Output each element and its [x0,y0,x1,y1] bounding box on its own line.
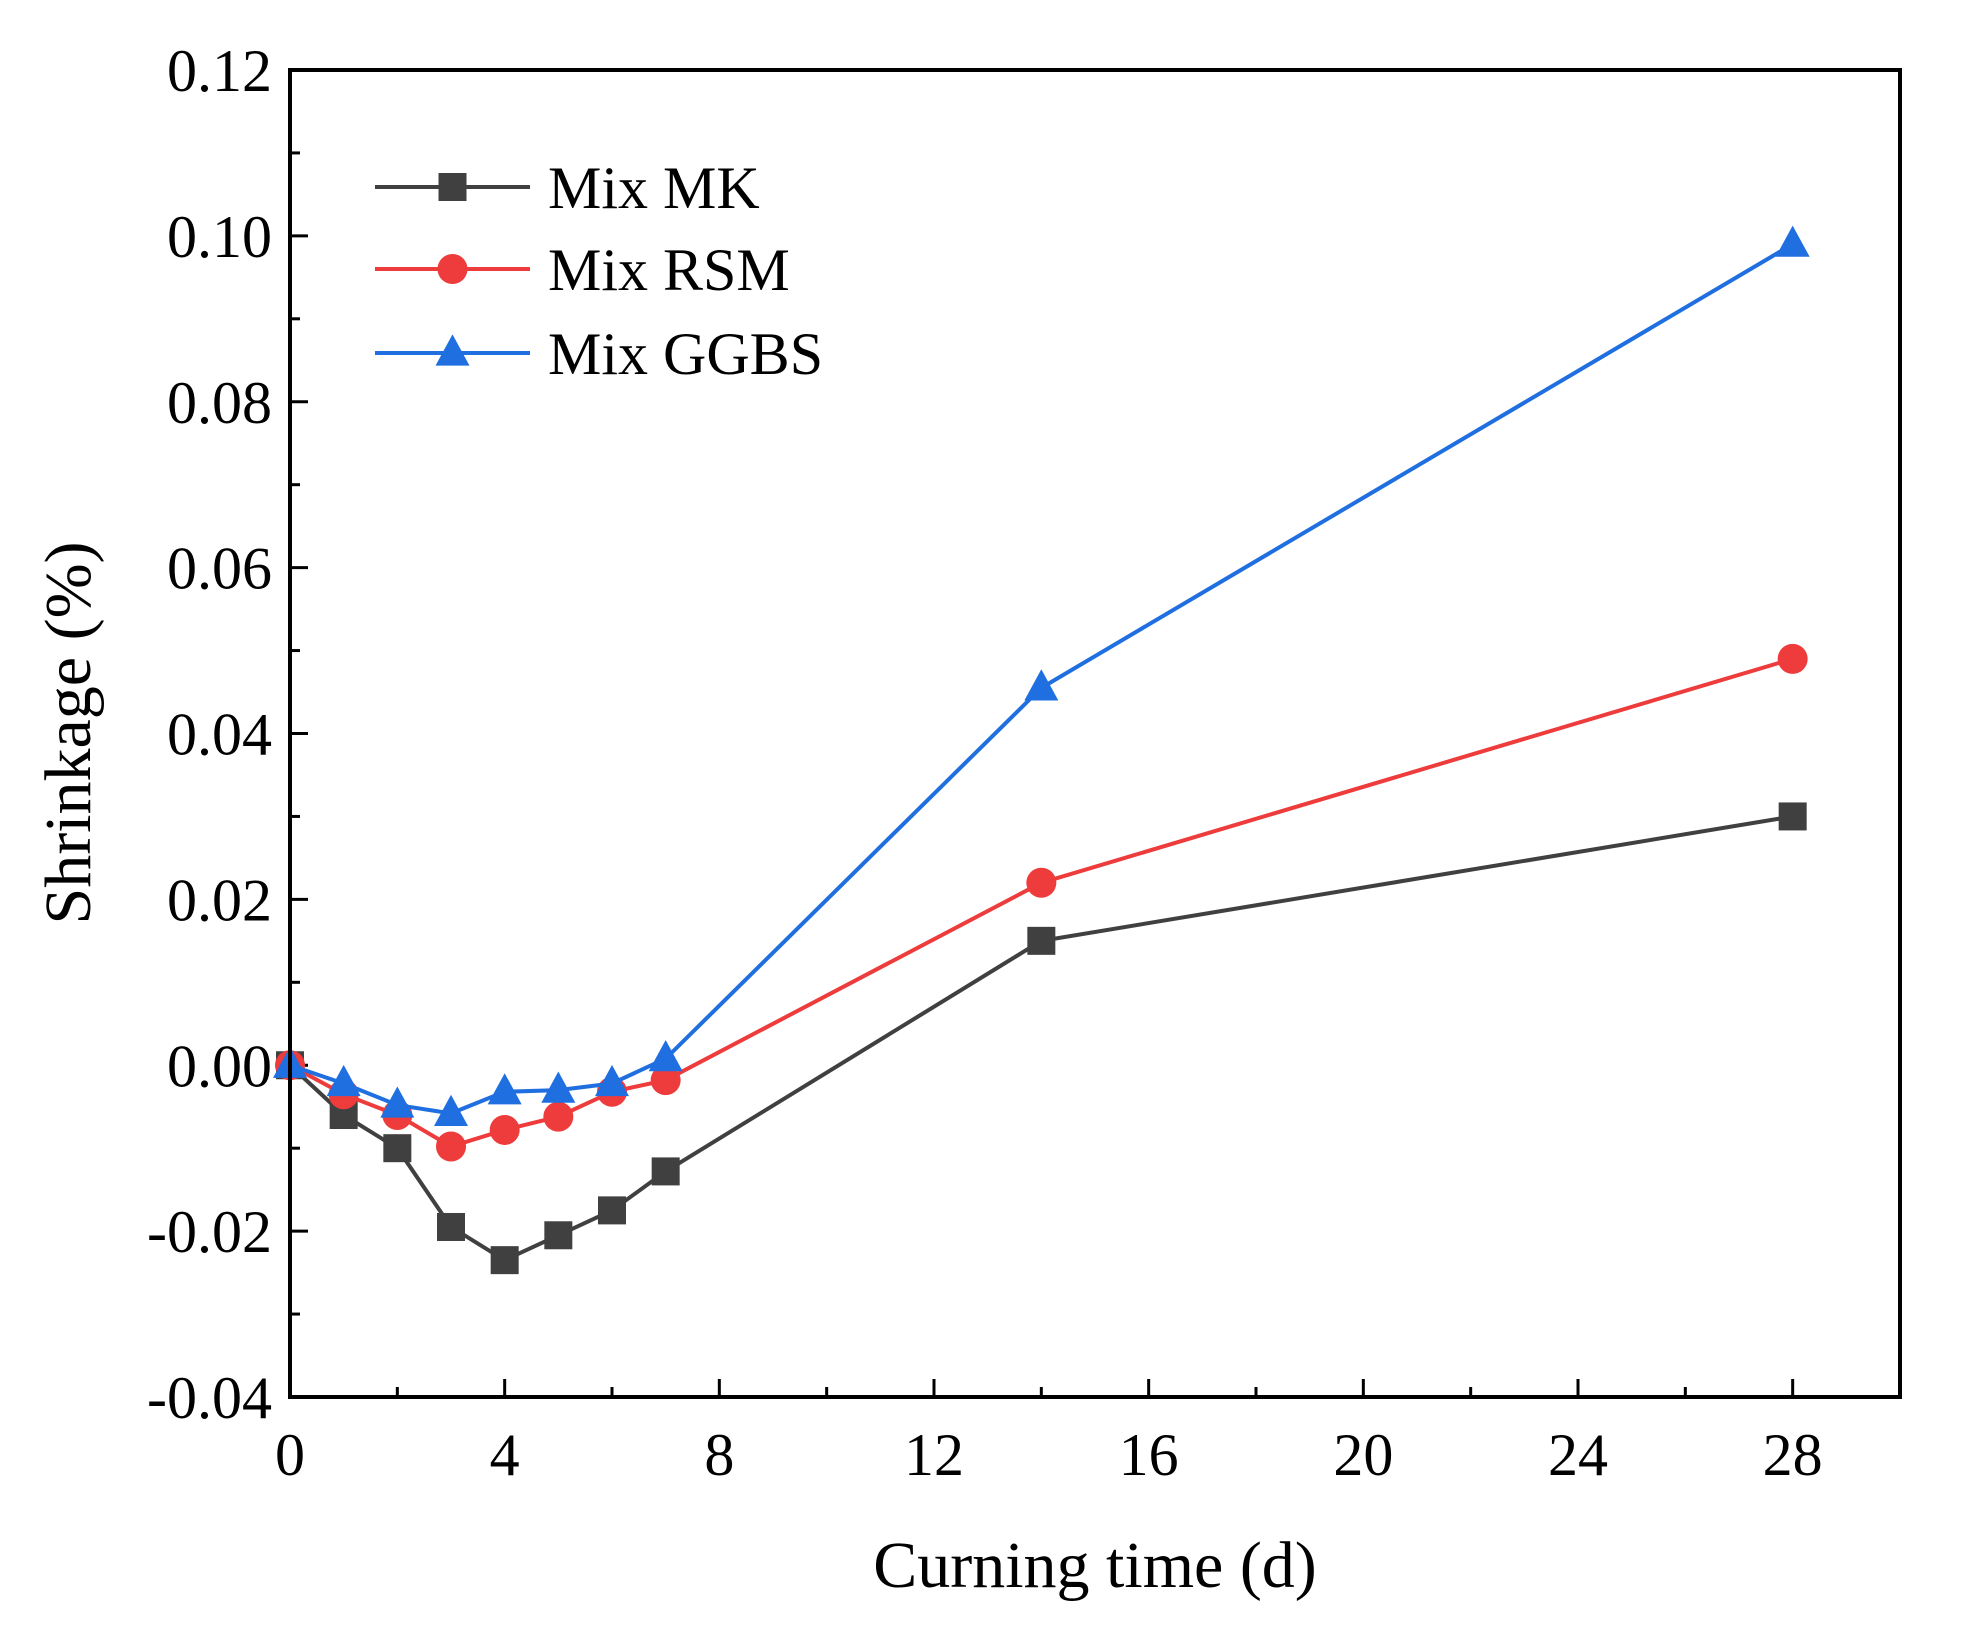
data-point-marker [489,1114,520,1145]
y-tick-label: -0.04 [147,1365,272,1431]
data-point-marker [1026,867,1057,898]
ticks-layer: 0 4 8 12 16 20 24 28 -0.04 -0.02 0.00 0.02 0.04 0.06 0… [147,38,1823,1488]
y-tick-label: 0.00 [167,1033,272,1099]
data-point-marker [1024,669,1059,701]
legend-marker [438,173,467,201]
data-point-marker [326,1064,361,1097]
legend-marker [437,254,468,284]
y-tick-label: 0.06 [167,536,272,602]
x-tick-label: 24 [1548,1422,1608,1488]
data-point-marker [543,1101,574,1132]
data-point-marker [380,1086,415,1118]
legend-entry: Mix GGBS [375,321,823,387]
legend-label: Mix MK [548,155,760,221]
series-line [289,656,1794,1149]
legend-entry: Mix MK [375,155,760,221]
data-point-marker [1027,926,1056,955]
y-tick-label: -0.02 [147,1199,272,1265]
series-layer [273,225,1810,1275]
data-point-marker [650,1065,681,1096]
y-tick-label: 0.12 [167,38,272,104]
legend-label: Mix RSM [548,237,790,303]
data-point-marker [434,1094,468,1126]
data-point-marker [595,1064,629,1097]
data-point-marker [541,1071,576,1103]
x-tick-label: 12 [904,1422,964,1488]
x-tick-label: 28 [1763,1422,1823,1488]
data-point-marker [383,1134,412,1163]
series-line [289,242,1794,1116]
data-point-marker [1775,225,1810,257]
legend-entry: Mix RSM [375,237,790,303]
data-point-marker [436,1131,466,1162]
y-tick-label: 0.08 [167,370,272,436]
data-point-marker [651,1157,680,1186]
data-point-marker [1777,643,1808,674]
data-point-marker [487,1073,522,1105]
data-point-marker [598,1196,626,1225]
legend-marker [435,334,470,366]
data-point-marker [544,1221,573,1250]
data-point-marker [490,1246,519,1275]
x-tick-label: 20 [1333,1422,1393,1488]
x-axis-title: Curning time (d) [873,1529,1317,1602]
x-tick-label: 8 [704,1422,734,1488]
data-point-marker [437,1212,465,1241]
series-mix-ggbs [273,225,1810,1126]
y-tick-label: 0.02 [167,867,272,933]
x-tick-label: 4 [490,1422,520,1488]
series-line [288,814,1793,1263]
data-point-marker [648,1040,683,1072]
y-tick-label: 0.10 [167,204,272,270]
legend-label: Mix GGBS [548,321,823,387]
legend: Mix MK Mix RSM Mix GGBS [375,155,823,387]
data-point-marker [1778,802,1807,831]
y-axis-title: Shrinkage (%) [32,541,105,924]
x-tick-label: 0 [275,1422,305,1488]
x-tick-label: 16 [1119,1422,1179,1488]
plot-frame [288,68,1902,1399]
y-tick-label: 0.04 [167,702,272,768]
